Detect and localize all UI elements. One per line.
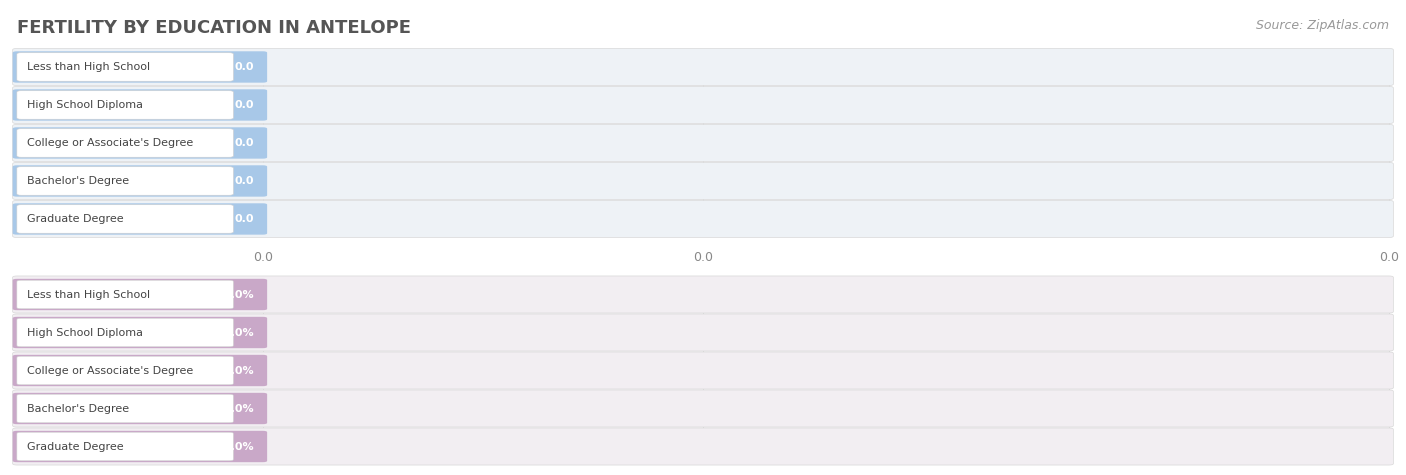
FancyBboxPatch shape	[13, 390, 1393, 427]
Text: 0.0: 0.0	[235, 214, 254, 224]
Text: 0.0%: 0.0%	[224, 403, 254, 414]
Text: 0.0: 0.0	[253, 251, 273, 264]
Text: 0.0: 0.0	[235, 138, 254, 148]
Text: 0.0: 0.0	[235, 176, 254, 186]
FancyBboxPatch shape	[17, 394, 233, 423]
FancyBboxPatch shape	[13, 124, 1393, 162]
FancyBboxPatch shape	[17, 432, 233, 461]
FancyBboxPatch shape	[13, 86, 1393, 124]
FancyBboxPatch shape	[13, 89, 267, 121]
FancyBboxPatch shape	[13, 127, 267, 159]
Text: 0.0%: 0.0%	[224, 365, 254, 376]
Text: 0.0: 0.0	[693, 251, 713, 264]
Text: 0.0%: 0.0%	[224, 327, 254, 338]
FancyBboxPatch shape	[17, 318, 233, 347]
Text: Source: ZipAtlas.com: Source: ZipAtlas.com	[1256, 19, 1389, 32]
FancyBboxPatch shape	[17, 129, 233, 157]
Text: Graduate Degree: Graduate Degree	[27, 441, 124, 452]
Text: High School Diploma: High School Diploma	[27, 100, 143, 110]
FancyBboxPatch shape	[13, 317, 267, 348]
Text: Less than High School: Less than High School	[27, 62, 150, 72]
FancyBboxPatch shape	[17, 167, 233, 195]
Text: 0.0%: 0.0%	[224, 441, 254, 452]
Text: Less than High School: Less than High School	[27, 289, 150, 300]
FancyBboxPatch shape	[13, 428, 1393, 465]
FancyBboxPatch shape	[13, 200, 1393, 238]
Text: Bachelor's Degree: Bachelor's Degree	[27, 403, 129, 414]
Text: Bachelor's Degree: Bachelor's Degree	[27, 176, 129, 186]
Text: 0.0: 0.0	[1379, 251, 1399, 264]
Text: 0.0: 0.0	[235, 62, 254, 72]
Text: College or Associate's Degree: College or Associate's Degree	[27, 138, 193, 148]
Text: 0.0%: 0.0%	[224, 289, 254, 300]
Text: High School Diploma: High School Diploma	[27, 327, 143, 338]
FancyBboxPatch shape	[17, 205, 233, 233]
FancyBboxPatch shape	[13, 314, 1393, 351]
FancyBboxPatch shape	[13, 162, 1393, 200]
Text: College or Associate's Degree: College or Associate's Degree	[27, 365, 193, 376]
FancyBboxPatch shape	[17, 356, 233, 385]
FancyBboxPatch shape	[13, 48, 1393, 86]
FancyBboxPatch shape	[17, 53, 233, 81]
FancyBboxPatch shape	[13, 51, 267, 83]
FancyBboxPatch shape	[13, 276, 1393, 313]
Text: FERTILITY BY EDUCATION IN ANTELOPE: FERTILITY BY EDUCATION IN ANTELOPE	[17, 19, 411, 37]
FancyBboxPatch shape	[13, 393, 267, 424]
FancyBboxPatch shape	[13, 203, 267, 235]
Text: Graduate Degree: Graduate Degree	[27, 214, 124, 224]
FancyBboxPatch shape	[13, 431, 267, 462]
Text: 0.0: 0.0	[235, 100, 254, 110]
FancyBboxPatch shape	[17, 91, 233, 119]
FancyBboxPatch shape	[13, 279, 267, 310]
FancyBboxPatch shape	[13, 352, 1393, 389]
FancyBboxPatch shape	[13, 355, 267, 386]
FancyBboxPatch shape	[13, 165, 267, 197]
FancyBboxPatch shape	[17, 280, 233, 309]
